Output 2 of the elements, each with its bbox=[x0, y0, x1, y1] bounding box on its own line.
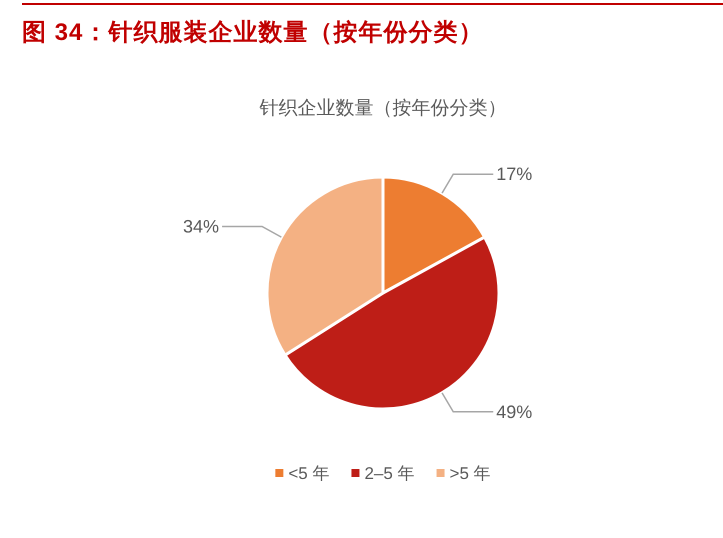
subtitle: 针织企业数量（按年份分类） bbox=[260, 98, 506, 119]
title: 图 34：针织服装企业数量（按年份分类） bbox=[22, 19, 484, 46]
